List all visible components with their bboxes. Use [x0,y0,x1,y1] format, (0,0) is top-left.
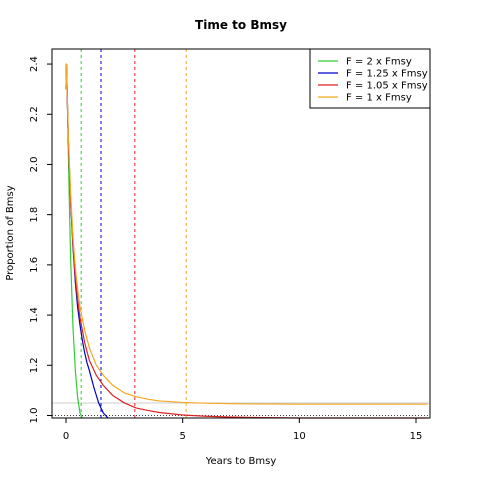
reference-lines [52,402,430,416]
x-tick-label: 5 [179,431,185,442]
plot-frame [51,48,431,419]
legend-label-2: F = 1.25 x Fmsy [346,69,428,80]
y-tick-label: 1.4 [29,307,40,323]
y-tick-label: 1.2 [29,357,40,373]
y-tick-label: 2.2 [29,106,40,122]
legend-label-1: F = 2 x Fmsy [346,57,412,68]
x-tick-label: 0 [63,431,69,442]
y-axis: 1.0 1.2 1.4 1.6 1.8 2.0 2.2 2.4 [29,56,52,423]
series-lines [65,63,428,419]
y-tick-label: 1.6 [29,257,40,273]
series-line-4 [65,63,428,405]
vertical-markers [80,49,187,418]
x-axis: 0 5 10 15 [63,418,423,442]
y-tick-label: 2.4 [29,56,40,72]
x-axis-title: Years to Bmsy [205,456,277,467]
y-tick-label: 2.0 [29,157,40,173]
x-tick-label: 15 [410,431,423,442]
y-axis-title: Proportion of Bmsy [5,185,16,280]
y-tick-label: 1.0 [29,408,40,424]
legend-label-3: F = 1.05 x Fmsy [346,81,428,92]
chart-title: Time to Bmsy [195,18,287,32]
y-tick-label: 1.8 [29,207,40,223]
legend-label-4: F = 1 x Fmsy [346,93,412,104]
x-tick-label: 10 [293,431,306,442]
legend-box [309,48,431,109]
